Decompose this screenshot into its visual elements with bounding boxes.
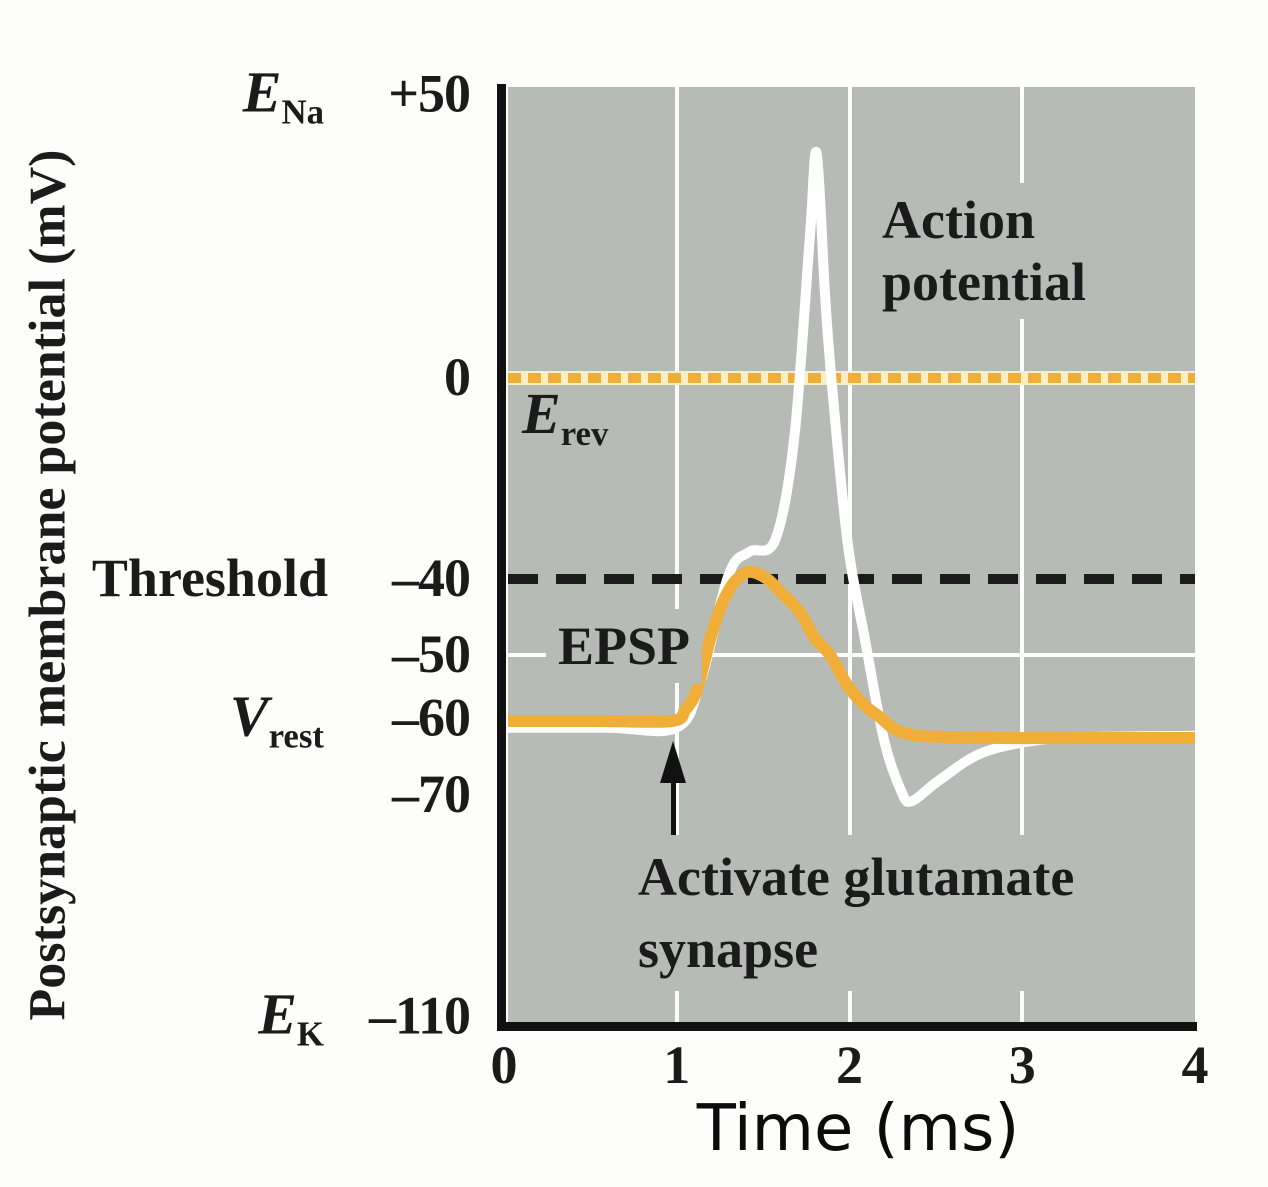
x-axis-line xyxy=(497,1022,1197,1031)
x-axis-title: Time (ms) xyxy=(696,1092,1020,1166)
x-tick-1: 1 xyxy=(663,1035,691,1095)
x-tick-2: 2 xyxy=(836,1035,863,1095)
y-tick-keyword: Threshold xyxy=(91,547,328,608)
vertical-gridline-t1 xyxy=(674,87,679,1023)
y-tick-symbol: EK xyxy=(258,981,324,1054)
plot-area: Erev EPSP Action potential Activate glut… xyxy=(508,87,1195,1023)
y-tick-+50: ENa +50 xyxy=(242,58,471,132)
y-tick-60: Vrest –60 xyxy=(229,682,471,756)
y-axis-title: Postsynaptic membrane potential (mV) xyxy=(19,149,77,1021)
erev-label: Erev xyxy=(522,383,608,465)
y-tick-40: Threshold –40 xyxy=(91,547,471,609)
activate-arrow-shaft xyxy=(671,781,676,845)
epsp-curve xyxy=(508,565,1195,745)
x-tick-3: 3 xyxy=(1008,1035,1036,1095)
y-tick-value: 0 xyxy=(444,346,471,407)
x-tick-4: 4 xyxy=(1181,1035,1209,1095)
activate-arrow-icon xyxy=(660,741,686,783)
y-tick-symbol: Vrest xyxy=(229,683,324,756)
y-tick-value: +50 xyxy=(388,63,471,124)
y-tick-70: –70 xyxy=(358,763,471,825)
activate-synapse-label-line1: Activate glutamate xyxy=(638,847,1075,907)
action-potential-label-line2: potential xyxy=(882,252,1087,312)
horizontal-gridline--50mV xyxy=(508,653,1195,657)
action-potential-label: Action potential xyxy=(870,183,1099,319)
y-tick-value: –110 xyxy=(368,985,471,1046)
y-axis-line xyxy=(497,84,506,1031)
epsp-label: EPSP xyxy=(546,609,703,683)
erev-dashed-line xyxy=(508,371,1195,385)
y-tick-110: EK –110 xyxy=(258,980,471,1054)
vertical-gridline-t3 xyxy=(1020,87,1025,1023)
y-tick-0: 0 xyxy=(358,346,471,408)
curves-canvas xyxy=(508,146,1195,807)
y-tick-value: –40 xyxy=(392,547,471,608)
activate-synapse-label: Activate glutamate synapse xyxy=(626,835,1087,991)
activate-synapse-label-line2: synapse xyxy=(638,919,819,979)
action-potential-label-line1: Action xyxy=(882,190,1035,250)
y-tick-value: –70 xyxy=(392,763,471,824)
y-tick-symbol: ENa xyxy=(242,59,324,132)
y-tick-value: –60 xyxy=(392,687,471,748)
erev-symbol-base: E xyxy=(522,381,561,446)
erev-symbol-subscript: rev xyxy=(560,414,609,454)
y-tick-50: –50 xyxy=(358,623,471,685)
x-tick-0: 0 xyxy=(490,1035,518,1095)
y-tick-value: –50 xyxy=(392,623,471,684)
